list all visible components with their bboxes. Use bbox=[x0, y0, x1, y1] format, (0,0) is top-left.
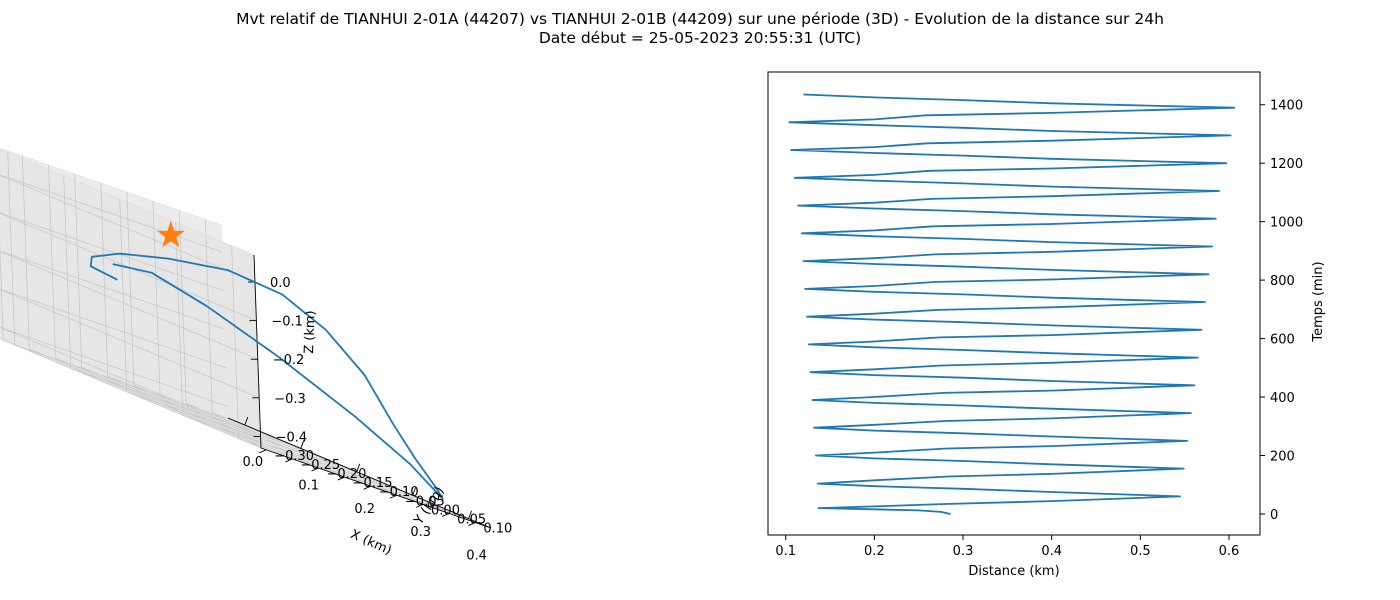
grid-y-left bbox=[126, 192, 135, 386]
grid-y-floor bbox=[55, 357, 319, 469]
grid-z-back bbox=[0, 212, 257, 321]
distance-series-line bbox=[788, 93, 1236, 515]
grid-y-left bbox=[48, 164, 56, 359]
y-tick-label: 1400 bbox=[1270, 99, 1303, 114]
grid-z-left bbox=[0, 250, 225, 330]
y-tick-mark bbox=[285, 458, 293, 463]
grid-x-back bbox=[175, 222, 184, 416]
grid-z-back bbox=[0, 288, 260, 399]
grid-y-floor bbox=[3, 339, 267, 451]
y-tick-label: 0 bbox=[1270, 508, 1278, 523]
y-tick-label: 0.00 bbox=[431, 503, 460, 518]
x-tick-label: 0.2 bbox=[864, 544, 885, 559]
z-tick-label: 0.0 bbox=[270, 276, 291, 291]
grid-y-floor bbox=[107, 375, 371, 487]
y-tick-mark bbox=[389, 494, 398, 499]
x-tick-label: 0.2 bbox=[354, 502, 375, 517]
figure-title: Mvt relatif de TIANHUI 2-01A (44207) vs … bbox=[236, 10, 1164, 28]
y-tick-mark bbox=[363, 485, 371, 490]
y-tick-label: −0.30 bbox=[274, 449, 314, 464]
z-tick-label: −0.1 bbox=[271, 315, 303, 330]
z-axis-line bbox=[253, 254, 262, 449]
x-tick-label: 0.0 bbox=[242, 455, 263, 470]
grid-y-floor bbox=[133, 384, 398, 496]
origin-star-marker bbox=[156, 220, 185, 248]
grid-y-left bbox=[152, 201, 161, 395]
x-tick-label: 0.1 bbox=[775, 544, 796, 559]
x-tick-mark bbox=[356, 463, 361, 472]
x-tick-label: 0.5 bbox=[1130, 544, 1151, 559]
y-tick-mark bbox=[442, 513, 450, 517]
grid-y-left bbox=[100, 183, 109, 377]
y-tick-label: 200 bbox=[1270, 449, 1295, 464]
x-tick-label: 0.3 bbox=[953, 544, 974, 559]
grid-z-left bbox=[0, 326, 228, 407]
grid-y-floor bbox=[29, 348, 293, 460]
z-tick-label: −0.4 bbox=[276, 430, 308, 445]
plot-frame bbox=[767, 71, 1261, 536]
z-tick-label: −0.3 bbox=[274, 392, 306, 407]
y-tick-label: −0.20 bbox=[327, 467, 367, 482]
figure-subtitle: Date début = 25-05-2023 20:55:31 (UTC) bbox=[538, 29, 862, 47]
grid-x-back bbox=[7, 152, 16, 346]
x-tick-mark bbox=[300, 440, 305, 449]
x-tick-label: 0.3 bbox=[410, 525, 431, 540]
x-tick-label: 0.4 bbox=[466, 549, 487, 564]
y-tick-label: −0.05 bbox=[405, 494, 445, 509]
grid-y-left bbox=[0, 239, 4, 340]
grid-z-left bbox=[0, 288, 227, 369]
grid-y-left bbox=[178, 210, 187, 404]
x-axis-line bbox=[227, 417, 492, 529]
y-tick-label: −0.25 bbox=[300, 458, 340, 473]
grid-y-floor bbox=[186, 403, 450, 514]
y-axis-label: Temps (min) bbox=[1311, 261, 1326, 342]
grid-z-back bbox=[0, 326, 261, 437]
chart-3d: 0.00.10.20.30.4−0.30−0.25−0.20−0.15−0.10… bbox=[0, 147, 512, 564]
grid-x-back bbox=[231, 245, 240, 439]
grid-y-floor bbox=[81, 366, 345, 478]
grid-z-back bbox=[0, 174, 256, 283]
grid-x-back bbox=[63, 175, 72, 369]
y-tick-mark bbox=[259, 449, 267, 454]
x-axis-label: X (km) bbox=[348, 527, 394, 558]
grid-z-back bbox=[0, 250, 258, 360]
y-tick-label: −0.10 bbox=[379, 485, 419, 500]
y-tick-mark bbox=[468, 522, 476, 526]
x-tick-mark bbox=[468, 510, 473, 519]
x-tick-label: 0.4 bbox=[1041, 544, 1062, 559]
y-tick-label: 1000 bbox=[1270, 216, 1303, 231]
grid-x-back bbox=[119, 198, 128, 392]
grid-z-left bbox=[0, 174, 223, 253]
z-tick-label: −0.2 bbox=[273, 353, 305, 368]
y-tick-mark bbox=[311, 467, 319, 472]
x-axis-label: Distance (km) bbox=[968, 564, 1059, 579]
y-axis-line bbox=[260, 447, 492, 529]
x-tick-mark bbox=[412, 487, 417, 496]
grid-z-left bbox=[0, 212, 224, 291]
grid-y-left bbox=[74, 174, 83, 368]
grid-y-left bbox=[204, 219, 213, 413]
y-tick-label: 400 bbox=[1270, 391, 1295, 406]
y-tick-label: 600 bbox=[1270, 333, 1295, 348]
y-tick-label: 1200 bbox=[1270, 157, 1303, 172]
chart-2d: 0.1 0.2 0.3 0.4 0.5 0.6 0 200 400 600 800 1000 1200 1… bbox=[767, 71, 1326, 579]
x-tick-label: 0.6 bbox=[1219, 544, 1240, 559]
y-tick-label: 0.05 bbox=[457, 512, 486, 527]
y-tick-label: −0.15 bbox=[353, 476, 393, 491]
y-tick-mark bbox=[415, 503, 424, 508]
grid-y-floor bbox=[212, 412, 476, 523]
y-tick-label: 800 bbox=[1270, 274, 1295, 289]
x-tick-label: 0.1 bbox=[298, 478, 319, 493]
y-tick-label: 0.10 bbox=[483, 522, 512, 537]
x-tick-mark bbox=[244, 416, 249, 426]
trajectory-line bbox=[89, 252, 444, 500]
y-tick-mark bbox=[337, 476, 345, 481]
grid-y-left bbox=[21, 155, 30, 349]
z-axis-label: Z (km) bbox=[302, 310, 319, 354]
